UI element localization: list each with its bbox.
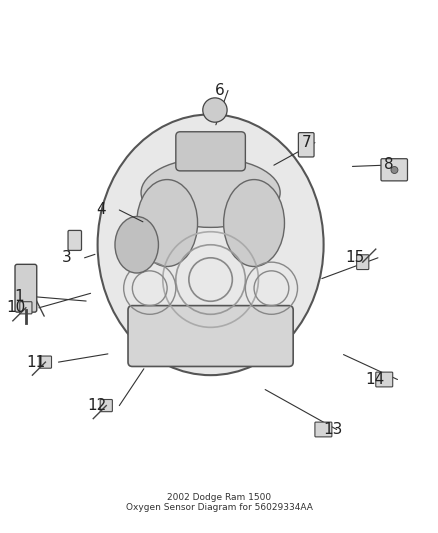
- Ellipse shape: [141, 158, 280, 228]
- Ellipse shape: [224, 180, 285, 266]
- Ellipse shape: [137, 180, 198, 266]
- Text: 13: 13: [324, 422, 343, 437]
- Text: 14: 14: [365, 372, 385, 387]
- FancyBboxPatch shape: [381, 159, 407, 181]
- FancyBboxPatch shape: [315, 422, 332, 437]
- FancyBboxPatch shape: [39, 356, 52, 368]
- FancyBboxPatch shape: [376, 372, 393, 387]
- FancyBboxPatch shape: [357, 255, 369, 270]
- FancyBboxPatch shape: [100, 400, 113, 411]
- Ellipse shape: [115, 216, 159, 273]
- Text: 7: 7: [302, 135, 311, 150]
- Text: 12: 12: [87, 398, 106, 413]
- Text: 15: 15: [346, 251, 365, 265]
- Circle shape: [391, 166, 398, 173]
- FancyBboxPatch shape: [128, 305, 293, 367]
- Text: 2002 Dodge Ram 1500
Oxygen Sensor Diagram for 56029334AA: 2002 Dodge Ram 1500 Oxygen Sensor Diagra…: [126, 492, 313, 512]
- Text: 3: 3: [62, 251, 71, 265]
- FancyBboxPatch shape: [68, 230, 81, 251]
- Ellipse shape: [98, 115, 324, 375]
- FancyBboxPatch shape: [20, 302, 32, 314]
- Text: 6: 6: [215, 83, 225, 98]
- FancyBboxPatch shape: [298, 133, 314, 157]
- Text: 10: 10: [7, 300, 26, 316]
- Text: 4: 4: [97, 203, 106, 217]
- Text: 11: 11: [26, 354, 46, 369]
- Text: 1: 1: [14, 289, 24, 304]
- FancyBboxPatch shape: [15, 264, 37, 312]
- Circle shape: [203, 98, 227, 122]
- Text: 8: 8: [384, 157, 393, 172]
- FancyBboxPatch shape: [176, 132, 245, 171]
